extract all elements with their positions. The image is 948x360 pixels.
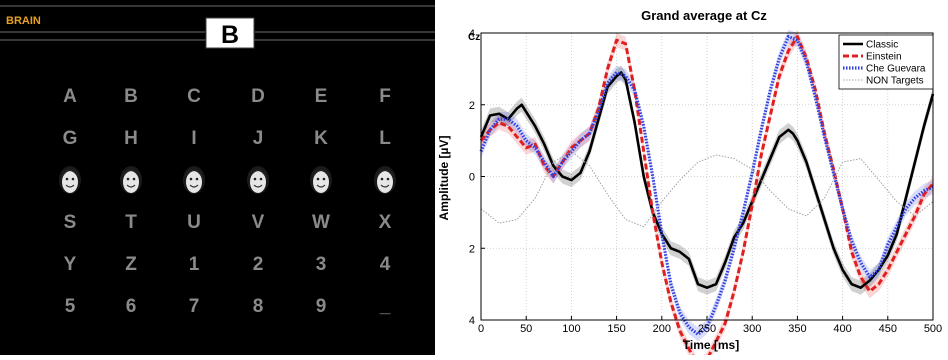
speller-cell: G	[63, 128, 78, 149]
speller-cell: 8	[253, 296, 264, 317]
legend-label: NON Targets	[866, 76, 924, 87]
speller-cell: 7	[189, 296, 200, 317]
speller-cell: 5	[65, 296, 76, 317]
legend-label: Einstein	[866, 52, 902, 63]
speller-cell: D	[251, 86, 265, 107]
x-tick-label: 0	[478, 323, 484, 335]
face-stimulus-icon	[374, 166, 396, 194]
series-line	[479, 71, 935, 290]
y-tick-label: 2	[469, 243, 475, 255]
series-line	[479, 34, 934, 336]
speller-cell: L	[379, 128, 391, 149]
speller-cell: 9	[316, 296, 327, 317]
legend-label: Classic	[866, 40, 898, 51]
speller-cell: B	[124, 86, 138, 107]
target-word: BRAIN	[6, 15, 41, 27]
x-tick-label: 200	[653, 323, 671, 335]
speller-cell: 6	[126, 296, 137, 317]
x-axis-label: Time [ms]	[683, 338, 739, 352]
face-stimulus-icon	[247, 166, 269, 194]
chart-title: Grand average at Cz	[641, 8, 767, 23]
y-tick-label: 4	[469, 315, 475, 327]
speller-cell: _	[379, 296, 391, 317]
x-tick-label: 50	[520, 323, 532, 335]
x-axis-ticks: 0 50 100 150 200 250 300 350 400 450 500	[478, 316, 942, 335]
speller-cell: 1	[189, 254, 200, 275]
erp-chart: Grand average at Cz 0 50 100 150 200 250 300 35…	[437, 8, 942, 360]
x-tick-label: 450	[879, 323, 897, 335]
x-tick-label: 400	[833, 323, 851, 335]
legend-box	[838, 34, 934, 90]
face-stimulus-icon	[120, 166, 142, 194]
face-stimulus-icon	[59, 166, 81, 194]
speller-cell: X	[379, 212, 392, 233]
speller-panel: BRAIN B A B C D E F G H I J K L S T U V W X Y Z 1 2 3 4 5 6 7 8 9 _	[0, 0, 435, 355]
y-axis-label: Amplitude [µV]	[437, 136, 451, 221]
y-tick-label: 2	[469, 100, 475, 112]
speller-cell: V	[252, 212, 265, 233]
x-tick-label: 300	[743, 323, 761, 335]
face-stimulus-icon	[310, 166, 332, 194]
speller-cell: S	[64, 212, 77, 233]
speller-cell: Y	[64, 254, 77, 275]
speller-cell: J	[253, 128, 264, 149]
x-tick-label: 500	[924, 323, 942, 335]
speller-cell: T	[125, 212, 137, 233]
current-letter-box	[205, 17, 255, 49]
speller-grid: A B C D E F G H I J K L S T U V W X Y Z 1 2 3 4 5 6 7 8 9 _	[59, 86, 396, 317]
speller-cell: U	[187, 212, 201, 233]
series-lines	[479, 34, 935, 360]
speller-cell: E	[315, 86, 328, 107]
y-tick-label: 0	[469, 172, 475, 184]
speller-cell: W	[312, 212, 330, 233]
x-tick-label: 150	[607, 323, 625, 335]
x-tick-label: 100	[562, 323, 580, 335]
x-tick-label: 250	[698, 323, 716, 335]
erp-chart-panel: Grand average at Cz 0 50 100 150 200 250 300 35…	[437, 0, 948, 360]
speller-cell: C	[187, 86, 201, 107]
speller-cell: I	[191, 128, 196, 149]
speller-cell: H	[124, 128, 138, 149]
x-tick-label: 350	[788, 323, 806, 335]
speller-cell: 3	[316, 254, 327, 275]
speller-cell: 4	[380, 254, 391, 275]
current-letter: B	[221, 21, 239, 49]
speller-cell: Z	[125, 254, 137, 275]
y-axis-ticks: 4 2 0 2 4	[469, 28, 485, 327]
channel-label: Cz	[468, 32, 480, 43]
speller-cell: K	[314, 128, 328, 149]
speller-cell: A	[63, 86, 77, 107]
y-tick-label: 4	[469, 28, 475, 40]
speller-svg: BRAIN B A B C D E F G H I J K L S T U V W X Y Z 1 2 3 4 5 6 7 8 9 _	[0, 0, 435, 355]
legend-label: Che Guevara	[866, 64, 926, 75]
face-stimulus-icon	[183, 166, 205, 194]
speller-cell: 2	[253, 254, 264, 275]
speller-cell: F	[379, 86, 391, 107]
